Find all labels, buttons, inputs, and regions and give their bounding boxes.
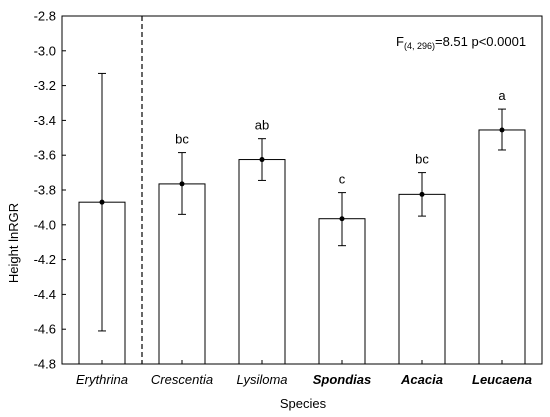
x-axis-title: Species <box>280 396 327 411</box>
y-tick-label: -3.0 <box>34 43 56 58</box>
significance-letter: a <box>498 88 506 103</box>
stat-prefix: F <box>396 34 404 49</box>
x-tick-label: Lysiloma <box>236 372 287 387</box>
y-tick-label: -4.0 <box>34 217 56 232</box>
mean-point <box>259 157 265 163</box>
stat-subscript: (4, 296) <box>404 41 435 51</box>
y-tick-label: -4.8 <box>34 357 56 372</box>
y-tick-label: -4.2 <box>34 252 56 267</box>
significance-letter: bc <box>175 132 189 147</box>
x-tick-label: Acacia <box>400 372 443 387</box>
y-tick-label: -4.4 <box>34 287 56 302</box>
stat-text: =8.51 p<0.0001 <box>435 34 526 49</box>
y-tick-label: -2.8 <box>34 9 56 24</box>
significance-letters: bc ab c bc a <box>175 88 506 187</box>
mean-point <box>339 216 345 222</box>
y-tick-label: -3.8 <box>34 183 56 198</box>
bar <box>398 193 446 365</box>
y-tick-label: -3.4 <box>34 113 56 128</box>
error-bars <box>98 72 506 332</box>
y-axis-title: Height lnRGR <box>6 203 21 283</box>
bars <box>78 129 526 365</box>
mean-point <box>179 181 185 187</box>
plot-frame <box>61 15 543 365</box>
statistics-annotation: F(4, 296)=8.51 p<0.0001 <box>396 34 526 51</box>
significance-letter: bc <box>415 152 429 167</box>
bar <box>478 129 526 365</box>
y-axis-ticks: -2.8 -3.0 -3.2 -3.4 -3.6 -3.8 -4.0 -4.2 -4.4 -4.6… <box>34 9 66 372</box>
mean-point <box>499 127 505 133</box>
x-tick-label: Leucaena <box>472 372 532 387</box>
mean-point <box>419 191 425 197</box>
x-tick-label: Crescentia <box>151 372 213 387</box>
significance-letter: ab <box>255 118 269 133</box>
x-tick-label: Spondias <box>313 372 372 387</box>
bar <box>238 159 286 365</box>
y-tick-label: -3.2 <box>34 78 56 93</box>
y-tick-label: -3.6 <box>34 148 56 163</box>
mean-point <box>99 199 105 205</box>
y-tick-label: -4.6 <box>34 322 56 337</box>
significance-letter: c <box>339 172 346 187</box>
x-axis-categories: Erythrina Crescentia Lysiloma Spondias Acaci… <box>76 360 532 387</box>
plot-border <box>61 15 543 365</box>
x-tick-label: Erythrina <box>76 372 128 387</box>
